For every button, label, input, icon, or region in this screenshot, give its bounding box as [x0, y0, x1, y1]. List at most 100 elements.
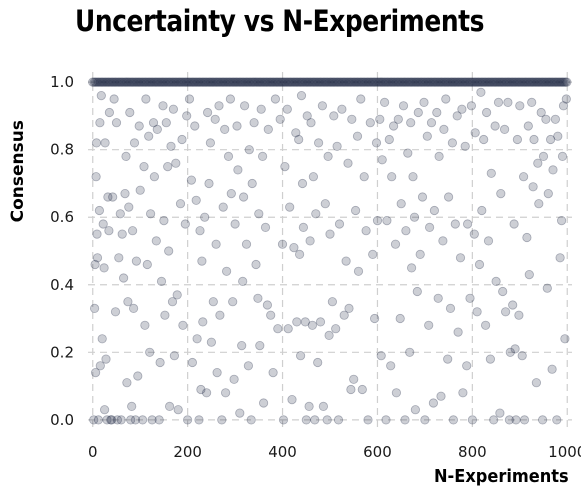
- data-point: [198, 317, 208, 327]
- data-point: [247, 77, 257, 87]
- data-point: [92, 253, 103, 263]
- data-point: [167, 297, 178, 307]
- data-point: [285, 77, 296, 87]
- data-point: [459, 77, 469, 87]
- data-point: [559, 77, 569, 87]
- data-point: [112, 77, 122, 87]
- data-point: [146, 209, 156, 219]
- data-point: [180, 219, 190, 229]
- data-point: [129, 303, 139, 313]
- data-point: [470, 128, 480, 138]
- data-point: [116, 415, 126, 425]
- data-point: [101, 354, 111, 364]
- data-point: [485, 354, 495, 364]
- data-point: [244, 145, 254, 155]
- data-point: [474, 259, 485, 270]
- data-point: [92, 77, 102, 87]
- data-point: [498, 286, 508, 297]
- data-point: [186, 175, 196, 185]
- data-point: [175, 77, 185, 87]
- data-point: [508, 300, 518, 310]
- data-point: [472, 77, 482, 87]
- data-point: [177, 134, 187, 145]
- data-point: [124, 202, 134, 212]
- data-point: [434, 151, 444, 161]
- data-point: [557, 77, 568, 87]
- data-point: [361, 226, 371, 236]
- data-point: [121, 151, 131, 161]
- data-point: [142, 259, 152, 270]
- data-point: [300, 77, 310, 87]
- data-point: [424, 222, 435, 232]
- data-point: [508, 77, 518, 87]
- data-point: [308, 172, 318, 182]
- data-point: [98, 77, 108, 87]
- data-point: [415, 77, 425, 87]
- data-point: [351, 77, 361, 87]
- data-point: [229, 374, 239, 384]
- data-point: [318, 77, 328, 87]
- data-point: [237, 340, 247, 351]
- data-point: [236, 77, 246, 87]
- data-point: [458, 388, 468, 398]
- data-point: [408, 77, 418, 87]
- data-point: [475, 77, 485, 87]
- data-point: [90, 259, 100, 270]
- data-point: [452, 111, 462, 121]
- data-point: [237, 77, 247, 87]
- data-point: [320, 199, 330, 209]
- data-point: [197, 256, 207, 266]
- data-point: [287, 394, 297, 405]
- data-point: [485, 77, 495, 87]
- data-point: [527, 97, 537, 108]
- data-point: [522, 77, 532, 87]
- data-point: [249, 118, 259, 128]
- data-point: [516, 77, 526, 87]
- data-point: [183, 77, 193, 87]
- data-point: [445, 77, 455, 87]
- data-point: [165, 401, 175, 411]
- data-point: [553, 131, 563, 141]
- data-point: [391, 388, 401, 398]
- data-point: [510, 344, 520, 354]
- data-point: [135, 185, 145, 195]
- data-point: [228, 297, 238, 307]
- data-point: [406, 118, 416, 128]
- data-point: [519, 415, 530, 425]
- data-point: [318, 401, 328, 411]
- data-point: [304, 77, 314, 87]
- data-point: [409, 77, 420, 87]
- data-point: [465, 293, 475, 303]
- data-point: [141, 94, 151, 104]
- data-point: [346, 384, 356, 395]
- data-point: [93, 415, 104, 425]
- data-point: [500, 307, 511, 317]
- data-point: [301, 415, 311, 425]
- data-point: [276, 77, 286, 87]
- data-point: [321, 77, 331, 87]
- data-point: [249, 77, 259, 87]
- data-point: [278, 77, 289, 87]
- data-point: [534, 199, 544, 209]
- data-point: [212, 77, 222, 87]
- data-point: [417, 192, 428, 202]
- data-point: [139, 77, 149, 87]
- data-point: [197, 77, 207, 87]
- data-point: [144, 131, 154, 141]
- data-point: [136, 77, 146, 87]
- data-point: [183, 415, 193, 425]
- data-point: [478, 77, 488, 87]
- data-point: [515, 77, 525, 87]
- data-point: [229, 77, 239, 87]
- data-point: [401, 77, 411, 87]
- data-point: [204, 178, 214, 189]
- data-point: [547, 364, 557, 374]
- data-point: [359, 172, 369, 182]
- data-point: [356, 94, 366, 104]
- data-point: [170, 77, 180, 87]
- data-point: [381, 415, 391, 425]
- data-point: [480, 77, 491, 87]
- data-point: [438, 77, 448, 87]
- data-point: [426, 118, 437, 128]
